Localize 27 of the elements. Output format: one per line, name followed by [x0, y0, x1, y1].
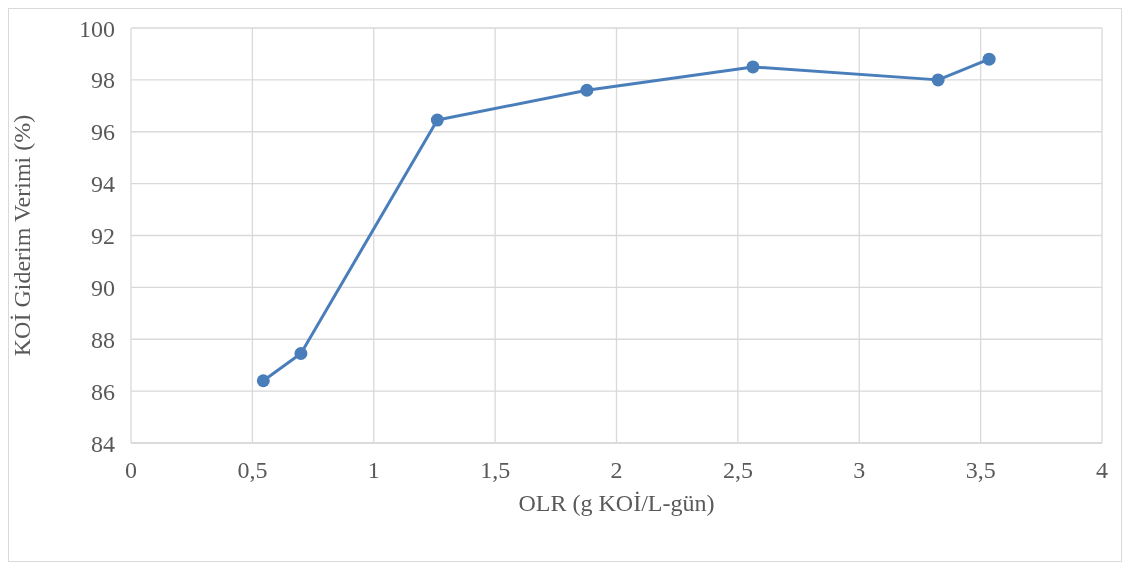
x-tick-label: 0,5	[237, 457, 268, 484]
y-tick-label: 98	[91, 67, 115, 94]
y-tick-label: 100	[79, 15, 115, 42]
x-tick-label: 3	[853, 457, 866, 484]
x-tick-label: 1	[367, 457, 380, 484]
x-tick-label: 2	[610, 457, 623, 484]
y-tick-label: 92	[91, 223, 115, 250]
x-tick-label: 3,5	[965, 457, 996, 484]
y-tick-label: 88	[91, 326, 115, 353]
y-tick-label: 90	[91, 274, 115, 301]
x-tick-label: 0	[125, 457, 137, 484]
point	[256, 374, 270, 388]
x-tick-label: 4	[1096, 457, 1108, 484]
point	[746, 60, 760, 74]
y-tick-label: 84	[91, 430, 115, 457]
point	[982, 52, 996, 66]
y-tick-label: 96	[91, 119, 115, 146]
x-axis-title: OLR (g KOİ/L-gün)	[518, 490, 715, 516]
y-tick-label: 94	[91, 171, 115, 198]
y-tick-label: 86	[91, 378, 115, 405]
x-tick-label: 2,5	[722, 457, 753, 484]
point	[931, 73, 945, 87]
y-axis-title: KOİ Giderim Verimi (%)	[8, 114, 35, 357]
point	[294, 347, 308, 361]
x-tick-label: 1,5	[480, 457, 511, 484]
point	[430, 113, 444, 127]
point	[580, 83, 594, 97]
